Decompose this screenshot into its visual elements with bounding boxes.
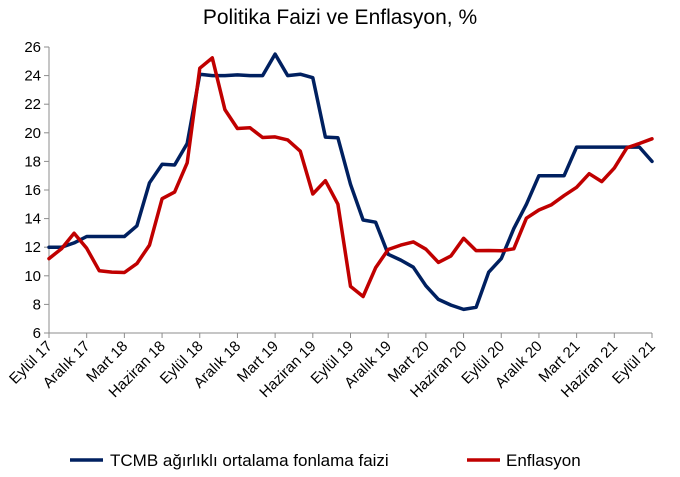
series-line-0 bbox=[47, 52, 654, 312]
legend-label-0: TCMB ağırlıklı ortalama fonlama faizi bbox=[110, 451, 389, 470]
y-tick-label: 24 bbox=[24, 68, 41, 85]
legend-label-1: Enflasyon bbox=[506, 451, 581, 470]
y-tick-label: 14 bbox=[24, 211, 41, 228]
y-tick-label: 10 bbox=[24, 268, 41, 285]
y-tick-label: 12 bbox=[24, 239, 41, 256]
chart-title: Politika Faizi ve Enflasyon, % bbox=[202, 6, 478, 29]
y-tick-label: 20 bbox=[24, 125, 41, 142]
y-tick-label: 8 bbox=[33, 296, 41, 313]
series-line-1 bbox=[47, 56, 654, 299]
y-tick-label: 18 bbox=[24, 153, 41, 170]
y-tick-label: 16 bbox=[24, 182, 41, 199]
y-tick-label: 26 bbox=[24, 39, 41, 56]
y-tick-label: 22 bbox=[24, 96, 41, 113]
y-tick-label: 6 bbox=[33, 325, 41, 342]
